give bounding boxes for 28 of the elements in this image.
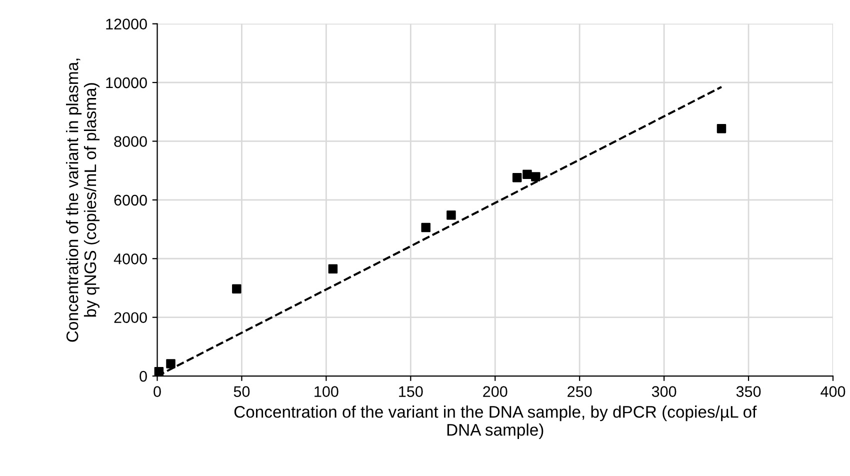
point	[232, 284, 242, 294]
point	[154, 367, 164, 376]
point	[421, 222, 430, 232]
x-tick-label: 200	[483, 386, 508, 397]
y-tick-label: 0	[140, 370, 147, 382]
x-tick-label: 0	[154, 386, 161, 397]
x-tick-label: 400	[820, 386, 846, 397]
x-tick-label: 300	[652, 386, 676, 397]
y-axis-title: Concentration of the variant in plasma, by qNGS (copies/mL of plasma)	[66, 58, 100, 342]
point	[522, 170, 532, 180]
point	[328, 264, 338, 274]
y-tick-label: 6000	[114, 194, 147, 206]
y-tick-label: 2000	[114, 312, 147, 324]
y-tick-label: 12000	[106, 18, 147, 30]
point	[716, 124, 726, 134]
x-tick-label: 150	[399, 386, 423, 397]
x-tick-label: 250	[568, 386, 592, 397]
point	[531, 172, 540, 182]
y-tick-label: 8000	[114, 136, 147, 147]
y-tick-label: 10000	[106, 77, 147, 88]
point	[166, 359, 176, 368]
point	[512, 172, 522, 182]
x-tick-label: 350	[736, 386, 761, 397]
x-tick-label: 100	[314, 386, 338, 397]
x-axis-title: Concentration of the variant in the DNA sample, by dPCR (copies/µL of DNA sample)	[234, 406, 757, 440]
point	[446, 210, 456, 220]
y-tick-label: 4000	[114, 253, 147, 264]
x-tick-label: 50	[234, 386, 250, 397]
